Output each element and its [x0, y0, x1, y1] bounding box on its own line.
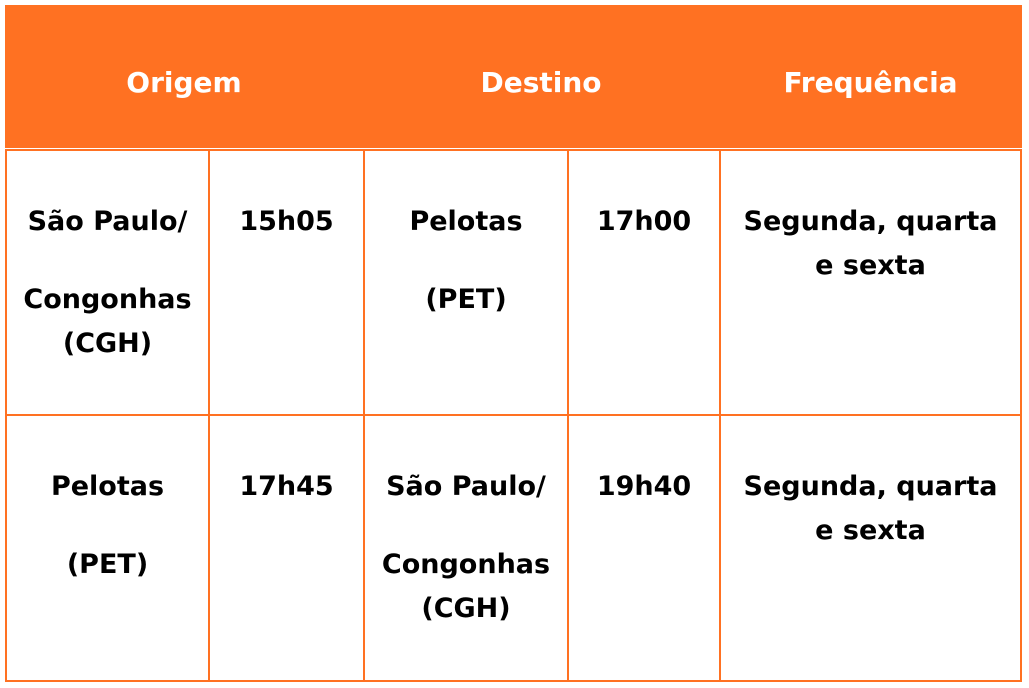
destination-line: São Paulo/: [386, 471, 546, 502]
header-origin: Origem: [126, 66, 242, 99]
arrival-time: 17h00: [596, 206, 692, 237]
row1-frequency: Segunda, quarta e sexta: [719, 149, 1022, 416]
table-header: Origem Destino Frequência: [5, 5, 1022, 148]
frequency-text: Segunda, quarta e sexta: [743, 471, 998, 546]
row1-origin: São Paulo/ Congonhas (CGH): [5, 149, 210, 416]
row2-destination: São Paulo/ Congonhas (CGH): [363, 414, 569, 682]
row1-arrival: 17h00: [567, 149, 721, 416]
departure-time: 17h45: [239, 471, 334, 502]
departure-time: 15h05: [239, 206, 334, 237]
row1-departure: 15h05: [208, 149, 365, 416]
header-destination: Destino: [480, 66, 602, 99]
row1-destination: Pelotas (PET): [363, 149, 569, 416]
header-frequency: Frequência: [783, 66, 958, 99]
origin-line: Congonhas (CGH): [23, 284, 192, 359]
arrival-time: 19h40: [596, 471, 692, 502]
origin-line: (PET): [66, 549, 149, 580]
origin-line: Pelotas: [50, 471, 165, 502]
schedule-table: São Paulo/ Congonhas (CGH) 15h05 Pelotas…: [5, 149, 1022, 682]
destination-line: Congonhas (CGH): [381, 549, 551, 624]
row2-departure: 17h45: [208, 414, 365, 682]
frequency-text: Segunda, quarta e sexta: [743, 206, 998, 281]
row2-frequency: Segunda, quarta e sexta: [719, 414, 1022, 682]
row2-arrival: 19h40: [567, 414, 721, 682]
destination-line: Pelotas: [409, 206, 523, 237]
row2-origin: Pelotas (PET): [5, 414, 210, 682]
origin-line: São Paulo/: [27, 206, 188, 237]
destination-line: (PET): [425, 284, 507, 315]
